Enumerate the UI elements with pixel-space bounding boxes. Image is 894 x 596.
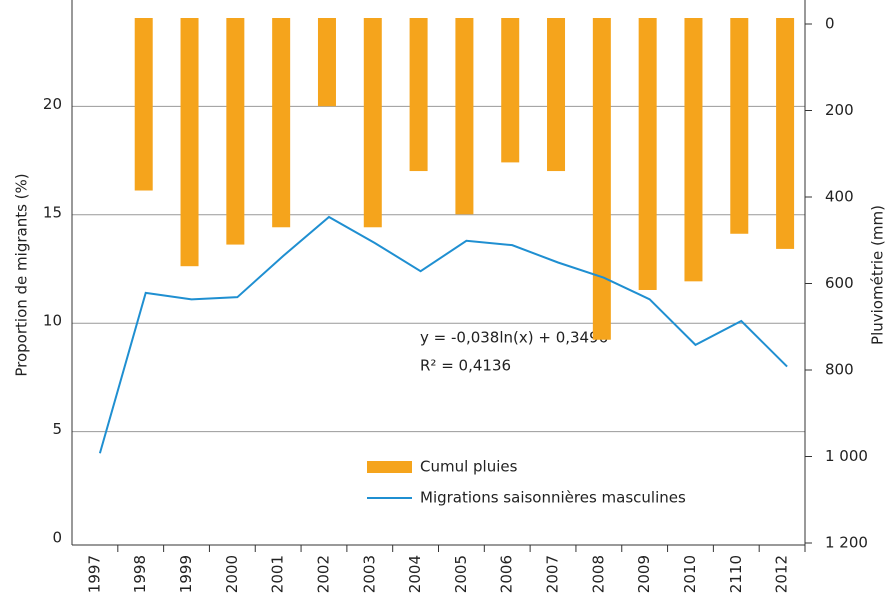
x-tick-label: 2012 [773, 555, 791, 593]
x-tick-label: 2007 [544, 555, 562, 593]
x-tick-label: 2008 [589, 555, 607, 593]
x-tick-label: 2005 [452, 555, 470, 593]
bar [272, 18, 291, 228]
bar [501, 18, 520, 163]
y2-tick-label: 0 [825, 15, 835, 33]
x-tick-label: 2010 [681, 555, 699, 593]
y2-tick-label: 1 000 [825, 447, 868, 465]
x-tick-label: 1999 [177, 555, 195, 593]
legend-swatch [367, 461, 412, 473]
y2-tick-label: 200 [825, 101, 854, 119]
x-tick-label: 2000 [223, 555, 241, 593]
x-tick-label: 2004 [406, 555, 424, 593]
y-tick-label: 10 [43, 312, 62, 330]
bar [134, 18, 153, 191]
bar [455, 18, 474, 215]
bar [776, 18, 795, 249]
bar [317, 18, 336, 107]
bar [730, 18, 749, 234]
bar [180, 18, 199, 267]
y-tick-label: 15 [43, 203, 62, 221]
bar [226, 18, 245, 245]
y2-tick-label: 600 [825, 274, 854, 292]
x-tick-label: 2110 [727, 555, 745, 593]
legend-label: Cumul pluies [420, 458, 518, 476]
annotation: R² = 0,4136 [420, 357, 511, 375]
bar [638, 18, 657, 290]
x-tick-label: 2002 [314, 555, 332, 593]
bar [684, 18, 703, 282]
x-tick-label: 1997 [85, 555, 103, 593]
y2-tick-label: 1 200 [825, 534, 868, 552]
x-tick-label: 2009 [635, 555, 653, 593]
bar [592, 18, 611, 340]
x-tick-label: 2001 [269, 555, 287, 593]
x-tick-label: 2003 [360, 555, 378, 593]
legend-label: Migrations saisonnières masculines [420, 489, 686, 507]
y-axis-label: Proportion de migrants (%) [13, 173, 31, 376]
x-tick-label: 2006 [498, 555, 516, 593]
bar [547, 18, 566, 172]
y2-tick-label: 800 [825, 361, 854, 379]
bar [363, 18, 382, 228]
x-tick-label: 1998 [131, 555, 149, 593]
bar [409, 18, 428, 172]
annotation: y = -0,038ln(x) + 0,3496 [420, 329, 608, 347]
y2-axis-label: Pluviométrie (mm) [869, 205, 887, 345]
y-tick-label: 0 [52, 529, 62, 547]
y2-tick-label: 400 [825, 188, 854, 206]
y-tick-label: 5 [52, 420, 62, 438]
line [98, 215, 788, 454]
y-tick-label: 20 [43, 95, 62, 113]
